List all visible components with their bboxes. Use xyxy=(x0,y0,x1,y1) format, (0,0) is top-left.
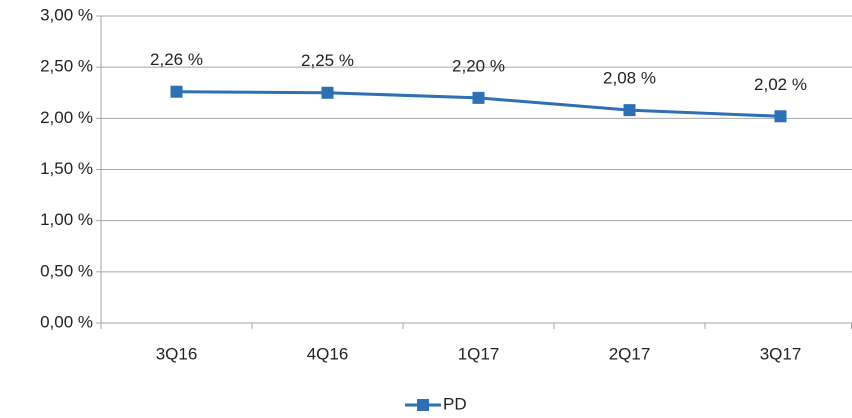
x-tick-label: 3Q16 xyxy=(156,344,198,363)
y-tick-label: 0,00 % xyxy=(40,312,93,331)
x-tick-label: 3Q17 xyxy=(760,344,802,363)
y-tick-label: 3,00 % xyxy=(40,5,93,24)
marker xyxy=(321,86,334,99)
y-tick-label: 0,50 % xyxy=(40,261,93,280)
value-label: 2,26 % xyxy=(150,50,203,69)
legend-marker xyxy=(417,399,429,411)
x-tick-label: 1Q17 xyxy=(458,344,500,363)
marker xyxy=(472,91,485,104)
marker xyxy=(623,104,636,117)
value-label: 2,20 % xyxy=(452,56,505,75)
y-tick-label: 1,50 % xyxy=(40,159,93,178)
x-tick-label: 2Q17 xyxy=(609,344,651,363)
value-label: 2,02 % xyxy=(754,75,807,94)
y-tick-label: 2,00 % xyxy=(40,108,93,127)
legend-label: PD xyxy=(443,394,467,413)
marker xyxy=(774,110,787,123)
y-tick-label: 2,50 % xyxy=(40,57,93,76)
marker xyxy=(170,85,183,98)
value-label: 2,08 % xyxy=(603,69,656,88)
y-tick-label: 1,00 % xyxy=(40,210,93,229)
value-label: 2,25 % xyxy=(301,51,354,70)
x-tick-label: 4Q16 xyxy=(307,344,349,363)
